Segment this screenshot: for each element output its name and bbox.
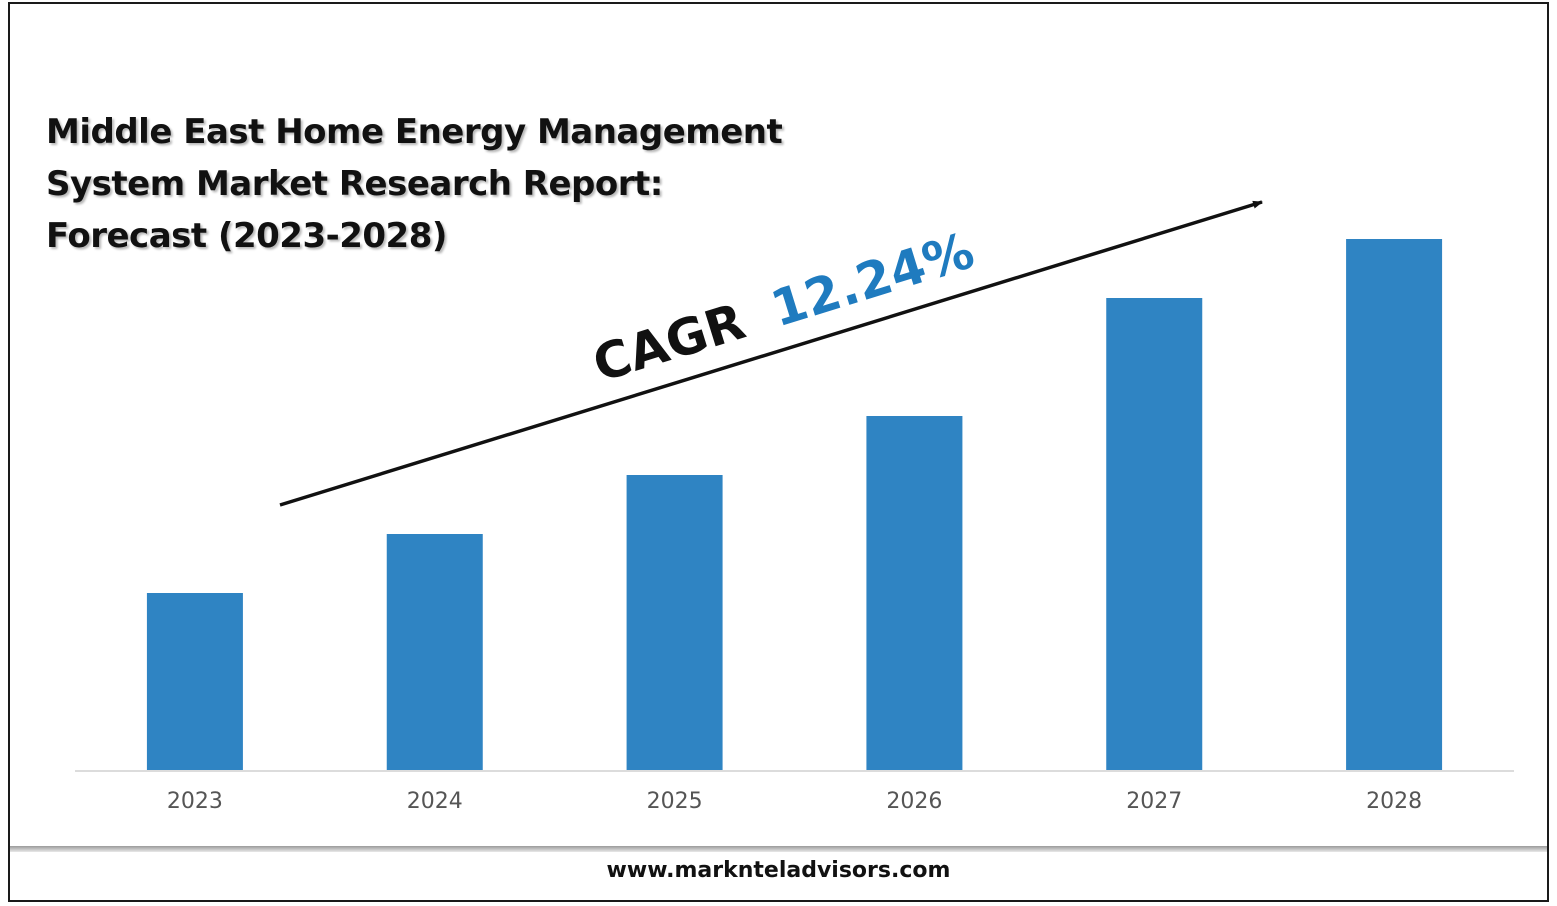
x-tick-label-2024: 2024 [407,789,463,814]
chart-frame [8,2,1549,902]
trend-arrow [279,200,1263,507]
bar-2026 [866,416,963,770]
x-tick-label-2027: 2027 [1126,789,1182,814]
chart-title: Middle East Home Energy Management Syste… [46,106,826,262]
footer-divider [10,846,1547,852]
footer-website: www.marknteladvisors.com [606,858,951,883]
x-tick-label-2025: 2025 [647,789,703,814]
bar-2024 [386,534,483,770]
cagr-label: CAGR [586,292,751,393]
bar-series [146,239,1443,770]
x-tick-label-2023: 2023 [167,789,223,814]
x-axis-ticks: 2023 2024 2025 2026 2027 2028 [167,789,1422,814]
bar-2025 [626,475,723,770]
x-tick-label-2028: 2028 [1366,789,1422,814]
bar-2027 [1106,298,1203,770]
chart-title-line-2: System Market Research Report: [46,164,663,204]
x-tick-label-2026: 2026 [886,789,942,814]
bar-2023 [146,593,243,770]
chart-title-line-1: Middle East Home Energy Management [46,112,783,152]
chart-title-line-3: Forecast (2023-2028) [46,216,447,256]
bar-2028 [1346,239,1443,770]
